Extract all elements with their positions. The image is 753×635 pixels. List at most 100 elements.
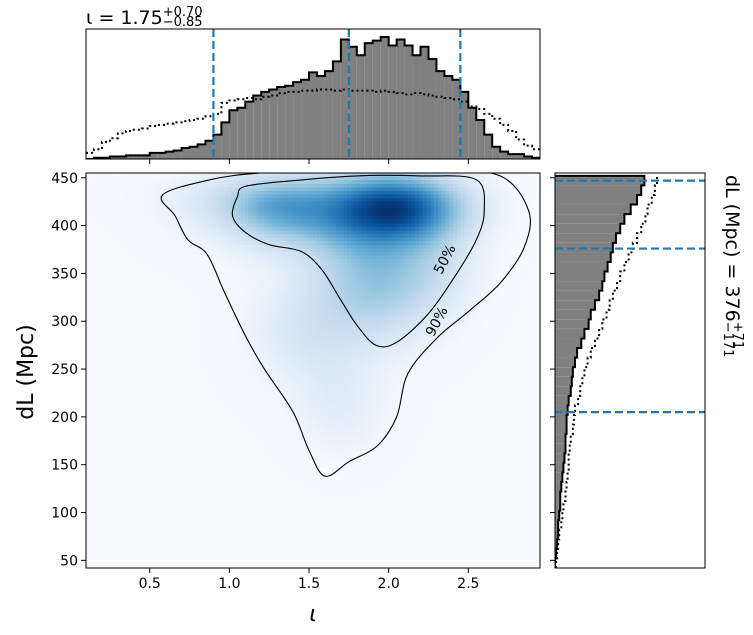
y-tick-label: 250: [51, 362, 78, 378]
right-hist-bar: [555, 185, 642, 195]
right-hist-bar: [555, 309, 591, 320]
top-hist-bar: [157, 152, 166, 159]
top-hist-bar: [412, 55, 421, 159]
contour-90pct: [160, 173, 531, 477]
top-hist-bar: [125, 155, 134, 159]
top-hist-bar: [269, 89, 278, 159]
top-hist-bar: [356, 55, 365, 159]
top-hist-bar: [340, 39, 349, 159]
top-title-superscript: +0.70: [163, 5, 203, 20]
x-tick-label: 2.5: [457, 576, 479, 592]
top-hist-bar: [173, 150, 182, 159]
right-marginal-histogram: [555, 174, 705, 568]
y-tick-label: 300: [51, 314, 78, 330]
right-hist-bar: [555, 204, 631, 215]
top-hist-bar: [500, 151, 509, 159]
right-marginal-title: dL (Mpc) = 376+71: [721, 175, 745, 349]
top-hist-bar: [508, 154, 517, 159]
top-hist-bar: [149, 152, 158, 159]
right-hist-bar: [555, 338, 582, 349]
right-hist-bar: [555, 233, 616, 243]
right-hist-bar: [555, 319, 589, 329]
top-hist-bar: [197, 144, 206, 159]
y-tick-label: 100: [51, 506, 78, 522]
top-hist-bar: [133, 155, 142, 159]
right-hist-bar: [555, 175, 645, 186]
right-hist-bar: [555, 328, 585, 339]
top-hist-bar: [404, 45, 413, 159]
right-hist-bar: [555, 472, 563, 482]
top-hist-bar: [181, 148, 190, 159]
top-hist-bar: [516, 154, 525, 159]
x-tick-label: 1.0: [218, 576, 240, 592]
right-hist-bar: [555, 520, 559, 530]
right-hist-bar: [555, 281, 603, 291]
x-axis-label: ι: [309, 602, 316, 627]
top-hist-bar: [316, 76, 325, 159]
right-hist-bar: [555, 462, 564, 473]
top-title-subscript: −0.85: [163, 15, 203, 30]
top-hist-bar: [468, 107, 477, 159]
y-tick-label: 350: [51, 266, 78, 282]
right-hist-bar: [555, 443, 566, 454]
top-hist-bar: [324, 71, 333, 159]
top-hist-bar: [221, 122, 230, 159]
right-hist-bar: [555, 386, 571, 396]
right-prior-line: [555, 175, 658, 568]
main-panel-frame: [85, 172, 541, 569]
top-marginal-title: ι = 1.75+0.70: [86, 5, 203, 29]
top-hist-outline: [86, 36, 540, 159]
right-hist-bar: [555, 491, 561, 502]
x-tick-label: 0.5: [139, 576, 161, 592]
right-hist-bar: [555, 271, 605, 282]
top-hist-bar: [245, 101, 254, 159]
top-hist-bar: [436, 71, 445, 159]
right-hist-bar: [555, 424, 567, 435]
top-hist-bar: [253, 95, 262, 159]
right-hist-bar: [555, 357, 575, 368]
right-hist-bar: [555, 261, 608, 272]
right-title-superscript: +71: [730, 322, 745, 349]
y-axis-label: dL (Mpc): [14, 324, 39, 419]
x-tick-label: 1.5: [298, 576, 320, 592]
right-hist-bar: [555, 529, 559, 540]
y-tick-label: 200: [51, 410, 78, 426]
right-hist-bar: [555, 252, 611, 262]
top-hist-bar: [285, 85, 294, 159]
top-hist-bar: [213, 134, 222, 159]
main-density-panel: 50%90%: [86, 173, 540, 568]
right-hist-bar: [555, 481, 562, 492]
top-hist-bar: [301, 79, 310, 159]
top-hist-bar: [428, 58, 437, 159]
contour-50pct: [231, 174, 486, 348]
right-hist-bar: [555, 434, 566, 444]
top-hist-bar: [452, 79, 461, 159]
top-marginal-histogram: [86, 29, 540, 159]
top-hist-bar: [388, 45, 397, 159]
right-hist-bar: [555, 367, 573, 377]
right-hist-bar: [555, 539, 558, 549]
top-hist-bar: [380, 37, 389, 159]
top-panel-frame: [85, 28, 541, 160]
top-hist-bar: [229, 110, 238, 159]
right-hist-bar: [555, 290, 600, 301]
right-hist-bar: [555, 414, 567, 425]
right-hist-bar: [555, 194, 638, 205]
top-hist-bar: [205, 140, 214, 159]
top-hist-bar: [372, 40, 381, 159]
top-hist-bar: [484, 134, 493, 159]
top-hist-bar: [444, 76, 453, 159]
top-hist-bar: [476, 119, 485, 159]
y-tick-label: 50: [60, 553, 78, 569]
top-hist-bar: [364, 43, 373, 159]
top-hist-bar: [117, 156, 126, 159]
right-hist-bar: [555, 214, 625, 224]
top-hist-bar: [348, 46, 357, 159]
top-hist-bar: [396, 39, 405, 159]
right-title-subscript: −171: [720, 322, 735, 358]
top-hist-bar: [141, 155, 150, 159]
top-hist-bar: [309, 72, 317, 159]
right-hist-bar: [555, 453, 565, 463]
right-hist-bar: [555, 223, 621, 234]
